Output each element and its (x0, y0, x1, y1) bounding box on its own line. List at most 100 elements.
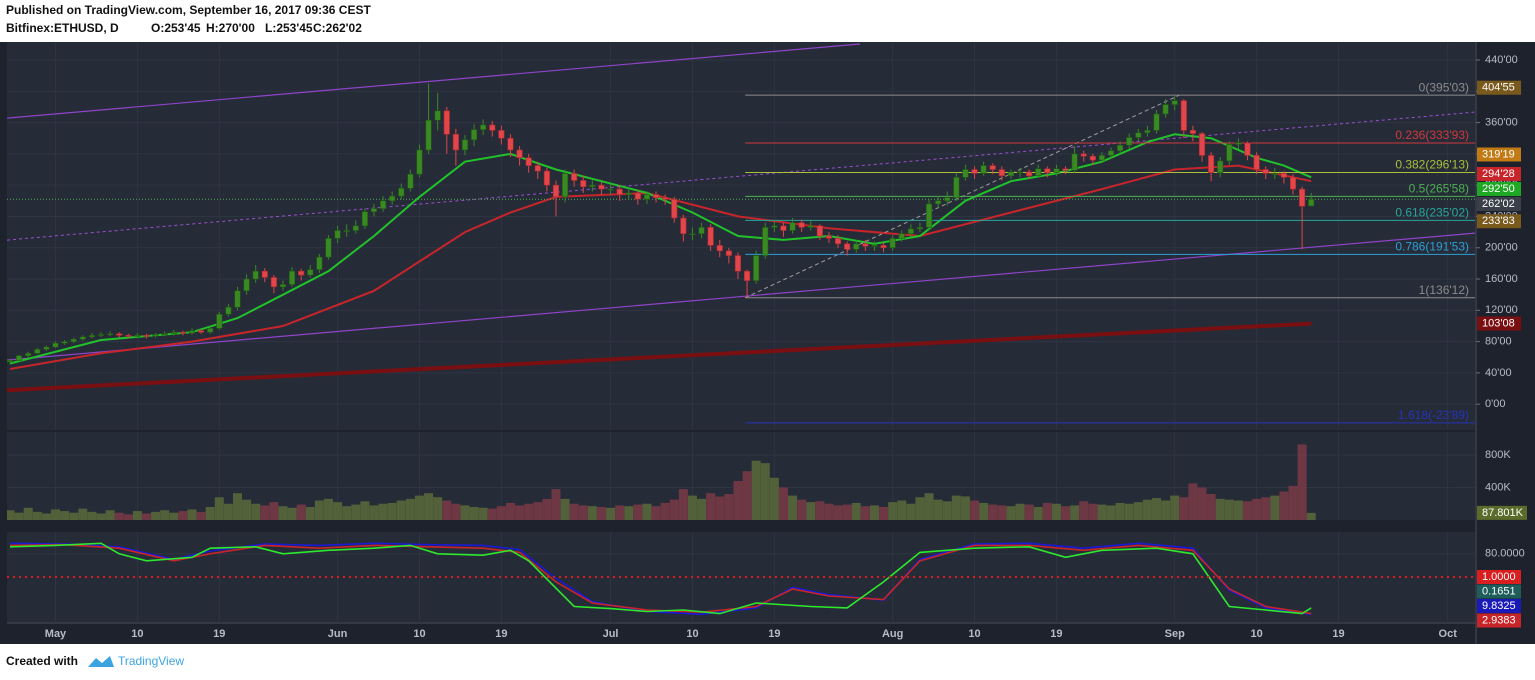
volume-bar (1124, 503, 1134, 520)
candle-body (316, 256, 323, 270)
volume-label-box (1477, 505, 1527, 520)
candle-body (1135, 132, 1142, 138)
candle-body (1162, 104, 1169, 115)
volume-bar (1024, 504, 1034, 520)
volume-bar (1133, 502, 1143, 520)
oscillator-line (9, 542, 1312, 615)
volume-bar (1061, 506, 1071, 520)
candle-body (188, 330, 196, 334)
volume-bar (169, 512, 179, 520)
volume-bar (569, 503, 579, 520)
fib-label: 0.618(235'02) (1395, 206, 1469, 220)
fib-label: 1.618(-23'89) (1398, 408, 1469, 422)
fib-label: 0.5(265'58) (1409, 182, 1469, 196)
volume-bar (778, 487, 788, 520)
volume-bar (751, 460, 761, 520)
candle-body (261, 270, 268, 278)
volume-bar (1033, 506, 1043, 520)
volume-bar (1142, 499, 1152, 520)
candle-body (1035, 168, 1042, 177)
volume-bar (69, 512, 79, 520)
candle-body (7, 360, 14, 363)
overlay-line (9, 133, 1312, 365)
volume-bar (724, 493, 734, 520)
volume-bar (196, 511, 206, 520)
ohlc: O:253'45 (151, 21, 201, 35)
price-label-box (1477, 196, 1521, 211)
volume-bar (633, 504, 643, 520)
candle-body (416, 149, 423, 175)
candle-body (1189, 130, 1196, 134)
price-label: 319'19 (1482, 148, 1515, 160)
candle-body (1016, 171, 1024, 174)
header-title: Published on TradingView.com, September … (6, 3, 371, 17)
candle-body (571, 173, 578, 181)
candle-body (580, 180, 587, 188)
candle-body (1253, 155, 1260, 170)
candle-body (270, 277, 277, 288)
x-tick-label: Aug (882, 628, 903, 640)
volume-bar (788, 495, 798, 520)
candle-body (289, 270, 296, 285)
candle-body (143, 335, 150, 337)
candle-body (1098, 155, 1105, 161)
volume-bar (50, 509, 60, 520)
candle-body (252, 270, 259, 280)
candle-body (434, 110, 441, 121)
candle-body (698, 227, 705, 234)
volume-bar (869, 505, 879, 520)
candle-body (225, 306, 232, 315)
candle-body (898, 233, 905, 239)
y-tick-label: 800K (1485, 449, 1511, 461)
candle-body (97, 334, 105, 336)
volume-bar (7, 510, 15, 520)
volume-bar (1015, 503, 1025, 520)
price-label-box (1477, 166, 1521, 181)
x-tick-label: 19 (213, 628, 225, 640)
candle-body (170, 331, 177, 335)
x-tick-label: 10 (1250, 628, 1262, 640)
candle-body (744, 270, 751, 281)
y-tick-label: 160'00 (1485, 273, 1518, 285)
candle-body (1144, 130, 1151, 134)
x-tick-label: 10 (413, 628, 425, 640)
volume-bar (960, 496, 970, 520)
fib-label: 0.382(296'13) (1395, 158, 1469, 172)
volume-bar (214, 497, 224, 520)
candle-body (352, 225, 359, 231)
candle-body (862, 243, 869, 247)
x-tick-label: 10 (968, 628, 980, 640)
candle-body (125, 335, 132, 337)
volume-bar (970, 500, 980, 520)
volume-bar (496, 506, 506, 520)
footer-brand[interactable]: TradingView (118, 654, 184, 668)
candle-body (807, 225, 814, 228)
volume-bar (824, 503, 834, 520)
volume-bar (1115, 502, 1125, 520)
volume-bar (132, 511, 142, 520)
volume-bar (660, 502, 670, 520)
candle-body (443, 110, 450, 135)
candle-body (398, 187, 405, 197)
candle-body (689, 233, 696, 235)
candle-body (1244, 142, 1251, 156)
volume-bar (606, 507, 616, 520)
candle-body (452, 134, 459, 151)
osc-label-box (1477, 584, 1521, 599)
candle-body (944, 197, 951, 202)
overlay-line (7, 321, 1312, 393)
osc-label-box (1477, 599, 1521, 613)
volume-bar (1051, 503, 1061, 520)
volume-bar (141, 513, 151, 520)
osc-label: 1.0000 (1482, 571, 1516, 583)
x-tick-label: 19 (1332, 628, 1344, 640)
volume-bar (1270, 495, 1280, 520)
candle-body (425, 119, 432, 151)
volume-bar (242, 499, 252, 520)
price-label-box (1477, 214, 1521, 229)
volume-bar (187, 509, 197, 520)
volume-bar (478, 507, 488, 520)
candle-body (880, 245, 887, 249)
ohlc: H:270'00 (206, 21, 255, 35)
candle-body (70, 338, 77, 342)
